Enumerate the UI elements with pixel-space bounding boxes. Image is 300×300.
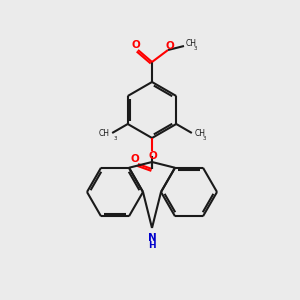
Text: CH: CH <box>186 40 197 49</box>
Text: O: O <box>148 151 158 161</box>
Text: CH: CH <box>98 130 109 139</box>
Text: CH: CH <box>195 130 206 139</box>
Text: H: H <box>148 242 156 250</box>
Text: O: O <box>130 154 140 164</box>
Text: 3: 3 <box>194 46 197 51</box>
Text: N: N <box>148 233 156 243</box>
Text: O: O <box>132 40 140 50</box>
Text: 3: 3 <box>114 136 117 141</box>
Text: 3: 3 <box>203 136 206 141</box>
Text: O: O <box>166 41 174 51</box>
